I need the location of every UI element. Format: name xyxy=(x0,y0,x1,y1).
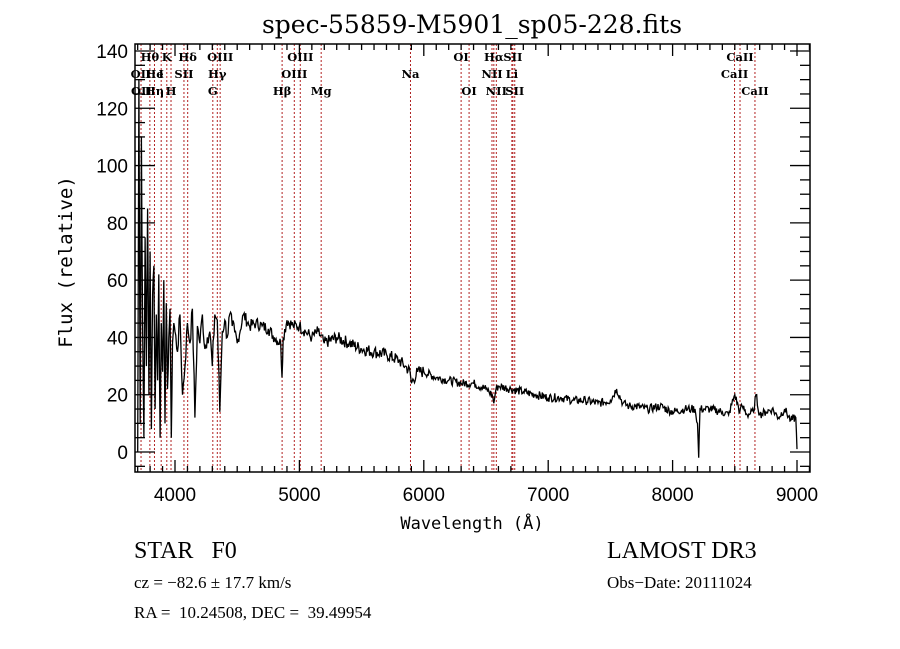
y-tick-label: 100 xyxy=(96,157,128,178)
line-marker-label: Li xyxy=(506,67,519,81)
y-tick-label: 80 xyxy=(107,214,128,235)
subclass: F0 xyxy=(211,538,237,564)
x-tick-label: 8000 xyxy=(651,485,693,506)
line-marker-label: H xyxy=(166,84,177,98)
y-tick-label: 120 xyxy=(96,99,128,120)
y-axis-ticks: 0 20 40 60 80 100 120 140 xyxy=(96,42,810,467)
x-tick-label: 7000 xyxy=(527,485,569,506)
y-axis-label: Flux (relative) xyxy=(55,176,77,348)
x-tick-label: 6000 xyxy=(403,485,445,506)
line-marker-label: OIII xyxy=(287,50,313,64)
line-marker-label: CaII xyxy=(721,67,748,81)
line-marker-label: SII xyxy=(174,67,193,81)
x-tick-label: 9000 xyxy=(776,485,818,506)
line-marker-label: OI xyxy=(461,84,476,98)
line-marker-label: NII xyxy=(481,67,502,81)
x-axis-label: Wavelength (Å) xyxy=(400,512,543,534)
spectrum-line xyxy=(137,79,798,458)
obs-date: Obs−Date: 20111024 xyxy=(607,573,752,592)
redshift-info: cz = −82.6 ± 17.7 km/s xyxy=(134,573,292,592)
line-marker-label: OI xyxy=(453,50,468,64)
line-marker-label: SII xyxy=(503,50,522,64)
line-marker-label: K xyxy=(162,50,173,64)
x-tick-label: 5000 xyxy=(278,485,320,506)
line-marker-label: OIII xyxy=(207,50,233,64)
line-marker-label: He xyxy=(145,67,163,81)
object-class: STAR F0 xyxy=(134,538,237,564)
y-tick-label: 40 xyxy=(107,328,128,349)
coordinates-info: RA = 10.24508, DEC = 39.49954 xyxy=(134,603,372,622)
line-marker-label: I xyxy=(158,67,163,81)
plot-frame xyxy=(134,43,811,473)
line-marker-label: Na xyxy=(402,67,421,81)
line-marker-label: Mg xyxy=(311,84,332,98)
line-marker-label: OII xyxy=(131,67,152,81)
x-axis-ticks: 4000 5000 6000 7000 8000 9000 xyxy=(137,44,818,506)
survey-name: LAMOST DR3 xyxy=(607,538,757,564)
line-marker-label: Hη xyxy=(145,84,164,98)
y-tick-label: 20 xyxy=(107,386,128,407)
line-marker-label: SII xyxy=(505,84,524,98)
chart-title: spec-55859-M5901_sp05-228.fits xyxy=(262,10,682,39)
line-marker-label: Hα xyxy=(484,50,504,64)
line-marker-label: G xyxy=(208,84,218,98)
line-marker-label: CaII xyxy=(741,84,768,98)
line-marker-label: OIII xyxy=(281,67,307,81)
line-marker-label: CaII xyxy=(726,50,753,64)
y-tick-label: 140 xyxy=(96,42,128,63)
line-marker-label: Hθ xyxy=(141,50,160,64)
y-tick-label: 0 xyxy=(117,443,128,464)
x-tick-label: 4000 xyxy=(154,485,196,506)
line-marker-label: Hδ xyxy=(178,50,197,64)
y-tick-label: 60 xyxy=(107,271,128,292)
line-marker-label: NII xyxy=(486,84,507,98)
line-marker-label: Hβ xyxy=(273,84,292,98)
line-marker-label: Hγ xyxy=(208,67,227,81)
